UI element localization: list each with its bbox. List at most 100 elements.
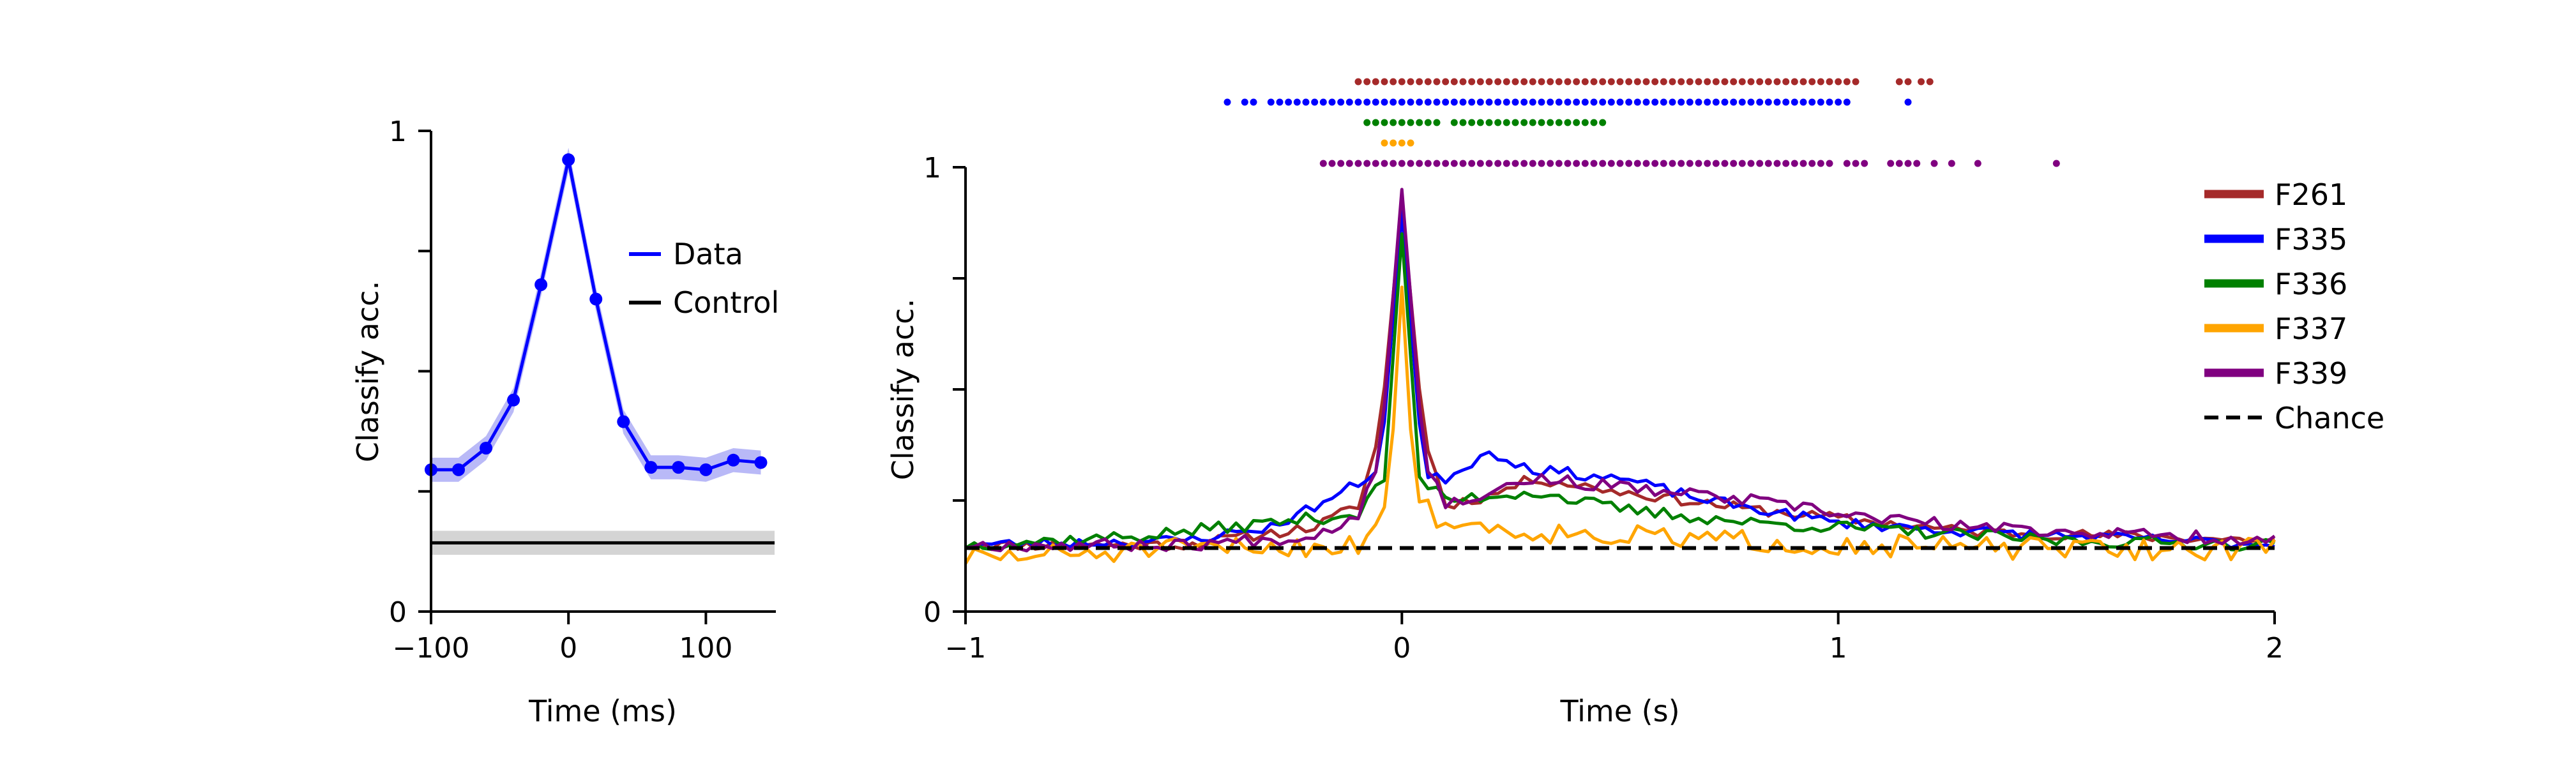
significance-dot-f335: [1363, 98, 1371, 106]
significance-dot-f336: [1547, 119, 1554, 126]
significance-dot-f335: [1843, 98, 1851, 106]
significance-dot-f261: [1738, 78, 1746, 86]
right-series-lines: [964, 188, 2277, 565]
significance-dot-f337: [1390, 139, 1397, 147]
significance-dot-f261: [1416, 78, 1423, 86]
significance-dot-f336: [1433, 119, 1441, 126]
significance-dot-f339: [1651, 160, 1659, 167]
significance-dot-f337: [1407, 139, 1414, 147]
significance-dot-f335: [1285, 98, 1292, 106]
significance-dot-f261: [1547, 78, 1554, 86]
significance-dot-f339: [1442, 160, 1450, 167]
significance-dot-f335: [1695, 98, 1702, 106]
significance-dot-f335: [1512, 98, 1519, 106]
significance-dot-f335: [1547, 98, 1554, 106]
significance-dot-f261: [1826, 78, 1833, 86]
significance-dot-f339: [1424, 160, 1432, 167]
significance-dot-f335: [1817, 98, 1824, 106]
significance-dot-f335: [1250, 98, 1257, 106]
series-line-f337: [964, 285, 2277, 565]
legend-label-f335: F335: [2275, 222, 2347, 257]
data-point: [562, 153, 575, 167]
significance-dot-f335: [1573, 98, 1580, 106]
significance-dot-f261: [1747, 78, 1755, 86]
significance-dot-f335: [1564, 98, 1572, 106]
significance-dot-f339: [1407, 160, 1414, 167]
significance-dot-f336: [1512, 119, 1519, 126]
significance-dot-f261: [1407, 78, 1414, 86]
significance-dot-f339: [1625, 160, 1633, 167]
significance-dot-f335: [1651, 98, 1659, 106]
significance-dot-f335: [1276, 98, 1284, 106]
significance-dot-f336: [1573, 119, 1580, 126]
significance-dot-f261: [1918, 78, 1925, 86]
significance-dot-f261: [1782, 78, 1790, 86]
significance-dot-f335: [1669, 98, 1676, 106]
significance-dot-f261: [1852, 78, 1860, 86]
significance-dot-f339: [1459, 160, 1467, 167]
significance-dot-f339: [1538, 160, 1545, 167]
right-x-tick-label: 0: [1393, 632, 1411, 665]
significance-dot-f339: [1756, 160, 1764, 167]
left-y-tick-label: 0: [389, 596, 407, 629]
significance-dot-f336: [1416, 119, 1423, 126]
significance-dot-f339: [1730, 160, 1738, 167]
significance-dot-f339: [1913, 160, 1921, 167]
right-legend: F261 F335 F336 F337 F339 Chance: [2204, 177, 2384, 435]
significance-dot-f335: [1904, 98, 1912, 106]
significance-dot-f261: [1904, 78, 1912, 86]
significance-dot-f339: [1826, 160, 1833, 167]
significance-dot-f335: [1267, 98, 1275, 106]
significance-dot-f335: [1599, 98, 1607, 106]
left-legend: Data Control: [629, 237, 779, 320]
significance-dot-f337: [1398, 139, 1405, 147]
left-data-markers: [425, 153, 768, 476]
right-x-tick-label: −1: [945, 632, 987, 665]
significance-dot-f339: [1738, 160, 1746, 167]
significance-dot-f339: [1660, 160, 1667, 167]
significance-dot-f261: [1564, 78, 1572, 86]
significance-dot-f261: [1538, 78, 1545, 86]
significance-dot-f336: [1424, 119, 1432, 126]
significance-dot-f339: [1808, 160, 1816, 167]
significance-dot-f339: [1773, 160, 1781, 167]
significance-dot-f339: [1799, 160, 1807, 167]
significance-dot-f339: [1390, 160, 1397, 167]
significance-dot-f336: [1520, 119, 1528, 126]
significance-dot-f335: [1747, 98, 1755, 106]
significance-dot-f261: [1459, 78, 1467, 86]
significance-dot-f336: [1381, 119, 1388, 126]
significance-dot-f336: [1407, 119, 1414, 126]
significance-dot-f339: [1381, 160, 1388, 167]
significance-dot-f335: [1686, 98, 1693, 106]
legend-label-f261: F261: [2275, 177, 2347, 212]
significance-dot-f336: [1363, 119, 1371, 126]
significance-dot-f335: [1354, 98, 1362, 106]
left-error-bands: [431, 147, 775, 555]
significance-dot-f339: [1345, 160, 1353, 167]
significance-dot-f336: [1564, 119, 1572, 126]
significance-dot-f339: [1747, 160, 1755, 167]
significance-dot-f339: [1712, 160, 1720, 167]
right-axis-ticks: −1 0 1 201: [923, 152, 2284, 665]
significance-dot-f339: [1520, 160, 1528, 167]
significance-dot-f261: [1686, 78, 1693, 86]
significance-dot-f339: [1817, 160, 1824, 167]
significance-dot-f339: [1843, 160, 1851, 167]
significance-dot-f336: [1590, 119, 1598, 126]
significance-dot-f335: [1459, 98, 1467, 106]
significance-dot-f339: [1599, 160, 1607, 167]
significance-dot-f261: [1926, 78, 1934, 86]
significance-dot-f339: [1476, 160, 1484, 167]
significance-dot-f339: [1555, 160, 1563, 167]
significance-dot-f335: [1642, 98, 1650, 106]
significance-dot-f339: [1721, 160, 1729, 167]
significance-dot-f335: [1791, 98, 1798, 106]
left-x-tick-label: −100: [393, 632, 470, 665]
left-series-lines: [431, 158, 775, 545]
significance-dot-f261: [1895, 78, 1903, 86]
data-point: [589, 292, 603, 306]
significance-dot-f335: [1503, 98, 1510, 106]
legend-label-control: Control: [673, 285, 779, 320]
